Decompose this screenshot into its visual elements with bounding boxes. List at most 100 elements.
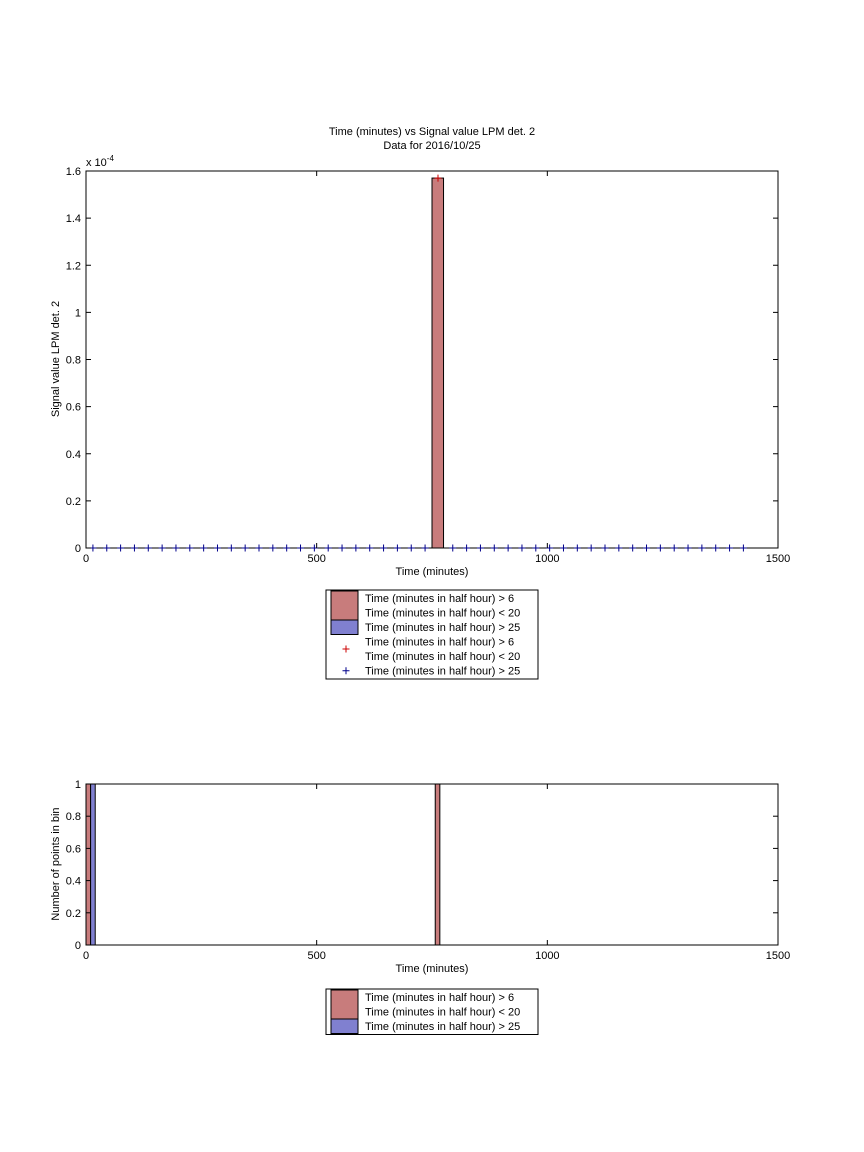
plot-2-x-label: Time (minutes) (396, 963, 469, 975)
plot-2-legend-swatch-1 (330, 1018, 359, 1034)
plot-2-x-tick-label-0: 0 (83, 950, 89, 962)
plot-1-marker-blue-43 (698, 544, 706, 552)
plot-1-y-multiplier-base: x 10 (86, 157, 107, 169)
plot-1-legend-marker-3 (342, 667, 350, 675)
plot-1-marker-blue-20 (366, 544, 374, 552)
plot-1-y-multiplier-exponent: -4 (107, 154, 115, 163)
plot-2-x-ticks: 0 500 1000 1500 (83, 784, 790, 962)
plot-1-marker-blue-41 (670, 544, 678, 552)
plot-1-y-tick-label-1: 0.2 (66, 496, 81, 508)
plot-1-marker-blue-34 (573, 544, 581, 552)
plot-1-y-multiplier: x 10-4 (86, 154, 114, 169)
plot-1-legend-box (325, 589, 539, 680)
plot-1-marker-blue-3 (130, 544, 138, 552)
plot-1-marker-blue-4 (144, 544, 152, 552)
plot-2-y-tick-label-3: 0.6 (66, 843, 81, 855)
plot-1-legend-label-1-0: Time (minutes in half hour) > 25 (365, 622, 520, 634)
plot-1-y-tick-label-5: 1 (75, 307, 81, 319)
plot-1-marker-blue-9 (213, 544, 221, 552)
plot-2-legend-swatch-0 (330, 989, 359, 1020)
plot-1-marker-blue-30 (518, 544, 526, 552)
plot-2-legend: Time (minutes in half hour) > 6 Time (min… (325, 988, 539, 1035)
plot-1-marker-blue-42 (684, 544, 692, 552)
plot-1-x-tick-label-3: 1500 (766, 553, 790, 565)
plot-1-marker-blue-35 (587, 544, 595, 552)
plot-1-y-tick-label-0: 0 (75, 543, 81, 555)
plot-1-marker-blue-8 (200, 544, 208, 552)
plot-1-y-tick-label-6: 1.2 (66, 260, 81, 272)
plot-1-legend-label-0-0: Time (minutes in half hour) > 6 (365, 593, 514, 605)
plot-1-marker-blue-18 (338, 544, 346, 552)
plot-1-marker-blue-27 (476, 544, 484, 552)
plot-1-marker-blue-33 (559, 544, 567, 552)
plot-2-bar-0 (85, 783, 92, 946)
plot-2-legend-label-1-0: Time (minutes in half hour) > 25 (365, 1021, 520, 1033)
plot-2-bar-2 (434, 783, 441, 946)
plot-1-marker-blue-38 (629, 544, 637, 552)
plot-1-marker-blue-19 (352, 544, 360, 552)
plot-1-subtitle: Data for 2016/10/25 (383, 140, 480, 152)
plot-1-legend-label-3-0: Time (minutes in half hour) > 25 (365, 666, 520, 678)
plot-1-marker-blue-36 (601, 544, 609, 552)
plot-1-y-tick-label-2: 0.4 (66, 449, 81, 461)
plot-1-marker-blue-17 (324, 544, 332, 552)
plot-1-marker-blue-25 (449, 544, 457, 552)
plot-1-marker-blue-2 (117, 544, 125, 552)
plot-1-legend-swatch-0 (330, 590, 359, 621)
plot-1-marker-blue-6 (172, 544, 180, 552)
plot-1-marker-blue-46 (739, 544, 747, 552)
plot-1-marker-blue-44 (712, 544, 720, 552)
plot-2-x-tick-label-1: 500 (307, 950, 325, 962)
plot-1-y-tick-label-4: 0.8 (66, 355, 81, 367)
plot-2-x-tick-label-2: 1000 (535, 950, 559, 962)
plot-1-x-tick-label-2: 1000 (535, 553, 559, 565)
plot-1-markers (89, 174, 747, 552)
plot-1-marker-blue-39 (643, 544, 651, 552)
plot-1-legend-marker-2 (342, 645, 350, 653)
plot-1-marker-blue-37 (615, 544, 623, 552)
plot-1-marker-blue-11 (241, 544, 249, 552)
plot-2-y-ticks: 0 0.2 0.4 0.6 0.8 1 (66, 779, 778, 952)
plot-1-marker-blue-14 (283, 544, 291, 552)
plot-1-marker-blue-5 (158, 544, 166, 552)
plot-1-marker-blue-26 (463, 544, 471, 552)
plot-1-marker-blue-28 (490, 544, 498, 552)
plot-1-y-tick-label-7: 1.4 (66, 213, 81, 225)
plot-1-legend-label-2-1: Time (minutes in half hour) < 20 (365, 651, 520, 663)
plot-1-marker-blue-45 (726, 544, 734, 552)
plot-2-y-tick-label-5: 1 (75, 779, 81, 791)
plot-1-marker-blue-12 (255, 544, 263, 552)
plot-1-marker-blue-31 (532, 544, 540, 552)
plot-1-title: Time (minutes) vs Signal value LPM det. … (329, 126, 535, 138)
plot-1-y-ticks: 0 0.2 0.4 0.6 0.8 1 1.2 1.4 1.6 (66, 166, 778, 555)
plot-2: 0 500 1000 1500 0 0.2 0.4 0.6 0.8 1 Time (minute… (50, 779, 790, 1035)
plot-1-x-tick-label-1: 500 (307, 553, 325, 565)
plot-2-y-tick-label-4: 0.8 (66, 811, 81, 823)
plot-2-bars (85, 783, 441, 946)
plot-1-marker-blue-21 (380, 544, 388, 552)
plot-1-legend-label-0-1: Time (minutes in half hour) < 20 (365, 608, 520, 620)
plot-2-x-tick-label-3: 1500 (766, 950, 790, 962)
plot-2-legend-label-0-0: Time (minutes in half hour) > 6 (365, 992, 514, 1004)
plot-1-marker-blue-24 (421, 544, 429, 552)
plot-1-marker-blue-15 (297, 544, 305, 552)
plot-2-y-label: Number of points in bin (50, 807, 62, 920)
plot-1-y-tick-label-8: 1.6 (66, 166, 81, 178)
plot-2-bar-1 (90, 783, 96, 946)
plot-1-legend-swatch-1 (330, 619, 359, 635)
plot-2-legend-label-0-1: Time (minutes in half hour) < 20 (365, 1007, 520, 1019)
plot-1: Time (minutes) vs Signal value LPM det. … (50, 126, 790, 680)
plot-1-marker-blue-13 (269, 544, 277, 552)
plot-1-marker-blue-7 (186, 544, 194, 552)
plot-2-y-tick-label-0: 0 (75, 940, 81, 952)
plot-1-x-label: Time (minutes) (396, 566, 469, 578)
plot-1-y-tick-label-3: 0.6 (66, 402, 81, 414)
plot-1-marker-blue-10 (227, 544, 235, 552)
plot-1-y-label: Signal value LPM det. 2 (50, 301, 62, 417)
plot-2-y-tick-label-2: 0.4 (66, 876, 81, 888)
plot-1-bars (431, 177, 445, 549)
plot-2-axes-box (85, 783, 779, 946)
plot-1-marker-red-0 (434, 174, 442, 182)
plot-1-x-ticks: 0 500 1000 1500 (83, 171, 790, 565)
